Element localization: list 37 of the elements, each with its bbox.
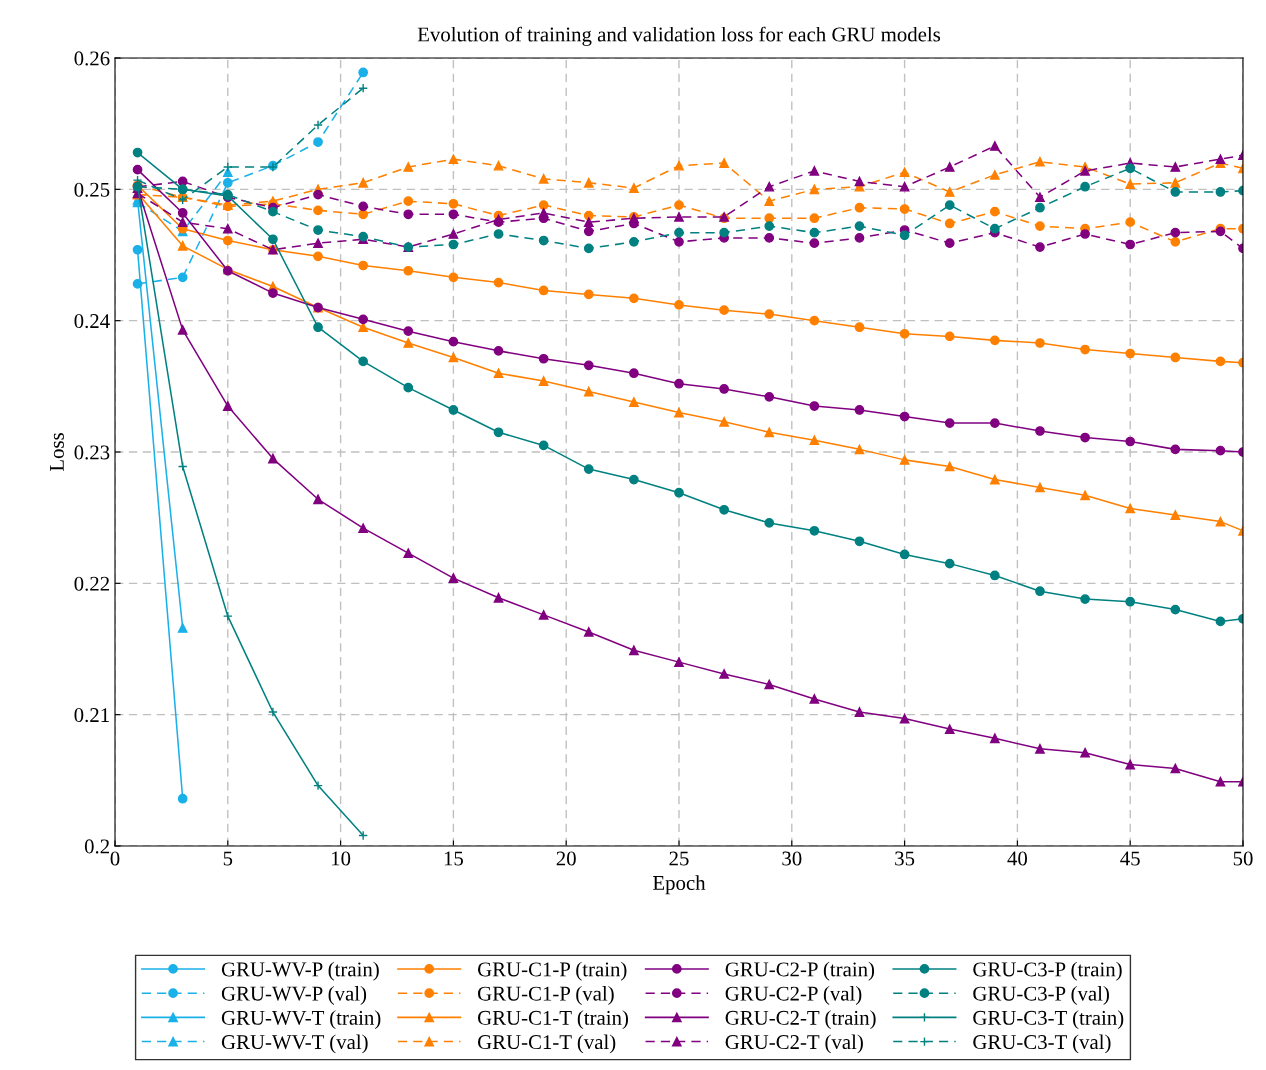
x-tick-label: 0: [110, 851, 120, 866]
legend-label: GRU-C2-T (val): [725, 1034, 863, 1054]
legend-label: GRU-C1-T (train): [477, 1010, 628, 1030]
x-axis-title: Epoch: [652, 875, 706, 895]
legend-label: GRU-C3-T (val): [973, 1034, 1111, 1054]
y-tick-label: 0.21: [74, 708, 109, 723]
y-tick-label: 0.2: [84, 839, 109, 854]
y-tick-label: 0.23: [74, 445, 110, 460]
legend-label: GRU-WV-P (val): [221, 985, 367, 1005]
x-tick-label: 30: [782, 851, 802, 866]
legend-label: GRU-C2-T (train): [725, 1010, 876, 1030]
legend-label: GRU-C1-P (train): [477, 961, 627, 981]
chart-title: Evolution of training and validation loss for each GRU models: [417, 26, 941, 46]
legend-label: GRU-C3-T (train): [973, 1010, 1124, 1030]
x-tick-label: 40: [1007, 851, 1028, 866]
y-axis-title: Loss: [50, 433, 64, 472]
legend-label: GRU-WV-T (val): [221, 1034, 368, 1054]
legend-label: GRU-C2-P (train): [725, 961, 875, 981]
x-tick-label: 5: [223, 851, 233, 866]
legend-label: GRU-WV-T (train): [221, 1010, 381, 1030]
legend-label: GRU-C2-P (val): [725, 985, 862, 1005]
legend-label: GRU-WV-P (train): [221, 961, 379, 981]
x-tick-label: 20: [556, 851, 576, 866]
legend-label: GRU-C1-T (val): [477, 1034, 616, 1054]
x-tick-label: 35: [895, 851, 915, 866]
legend-label: GRU-C1-P (val): [477, 985, 614, 1005]
y-tick-label: 0.26: [74, 51, 110, 66]
y-tick-label: 0.22: [74, 576, 109, 591]
y-tick-label: 0.24: [74, 314, 110, 329]
y-tick-label: 0.25: [74, 182, 110, 197]
x-tick-label: 15: [444, 851, 463, 866]
x-tick-label: 50: [1233, 851, 1253, 866]
x-tick-label: 10: [332, 851, 351, 866]
x-tick-label: 25: [669, 851, 689, 866]
legend-label: GRU-C3-P (train): [973, 961, 1122, 981]
legend-label: GRU-C3-P (val): [973, 985, 1109, 1005]
x-tick-label: 45: [1120, 851, 1140, 866]
